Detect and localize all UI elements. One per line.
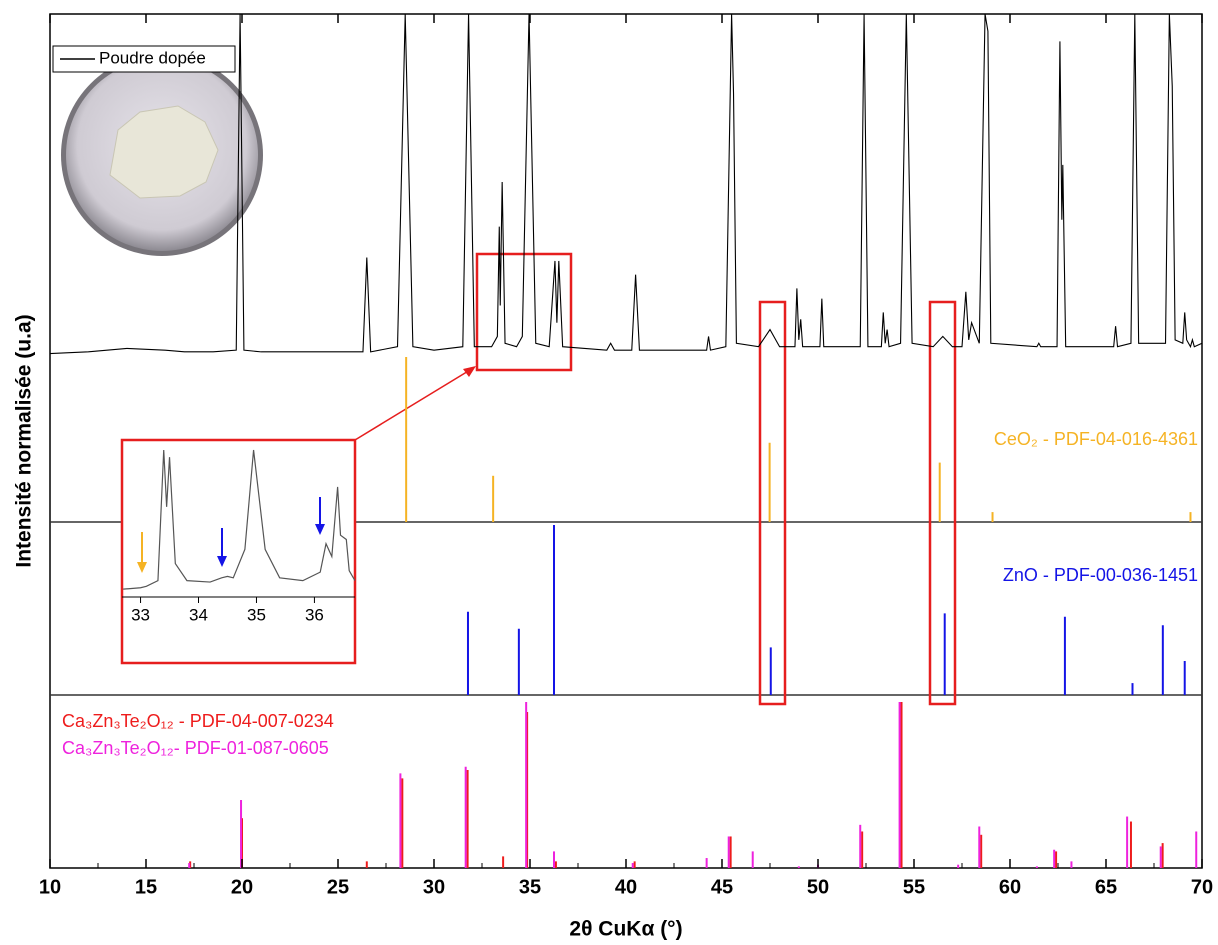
marker-arrowhead bbox=[315, 524, 325, 535]
x-tick-label: 20 bbox=[231, 876, 253, 898]
highlight-box bbox=[928, 300, 957, 706]
y-axis-label: Intensité normalisée (u.a) bbox=[13, 314, 36, 567]
inset-frame bbox=[120, 438, 357, 665]
photo bbox=[61, 54, 263, 256]
marker-arrowhead bbox=[137, 562, 147, 573]
x-tick-label: 40 bbox=[615, 876, 637, 898]
inset-plot bbox=[123, 449, 355, 590]
arrows bbox=[137, 497, 325, 573]
plot-area bbox=[50, 14, 1202, 868]
x-tick-label: 30 bbox=[423, 876, 445, 898]
x-tick-label: 70 bbox=[1191, 876, 1213, 898]
inset-x-tick-label: 34 bbox=[189, 605, 208, 624]
x-tick-label: 35 bbox=[519, 876, 541, 898]
x-tick-label: 15 bbox=[135, 876, 157, 898]
pattern-line bbox=[50, 14, 1202, 355]
powder bbox=[109, 105, 219, 199]
series-label: CeO₂ - PDF-04-016-4361 bbox=[994, 429, 1198, 449]
x-tick-label: 25 bbox=[327, 876, 349, 898]
x-tick-label: 50 bbox=[807, 876, 829, 898]
x-tick-label: 65 bbox=[1095, 876, 1117, 898]
inset-x-tick-label: 33 bbox=[131, 605, 150, 624]
zoom-arrowhead bbox=[463, 366, 476, 377]
x-tick-label: 55 bbox=[903, 876, 925, 898]
x-tick-label: 60 bbox=[999, 876, 1021, 898]
legend-label: Poudre dopée bbox=[99, 48, 206, 67]
inset-x-tick-label: 35 bbox=[247, 605, 266, 624]
x-axis-label: 2θ CuKα (°) bbox=[569, 918, 682, 941]
x-tick-label: 45 bbox=[711, 876, 733, 898]
series-label: ZnO - PDF-00-036-1451 bbox=[1003, 565, 1198, 585]
inset-line bbox=[123, 449, 355, 590]
series-label: Ca₃Zn₃Te₂O₁₂ - PDF-04-007-0234 bbox=[62, 711, 334, 731]
series-label: Ca₃Zn₃Te₂O₁₂- PDF-01-087-0605 bbox=[62, 738, 329, 758]
highlight-box bbox=[758, 300, 787, 706]
inset-x-tick-label: 36 bbox=[305, 605, 324, 624]
x-tick-label: 10 bbox=[39, 876, 61, 898]
zoom-arrow bbox=[354, 369, 471, 441]
marker-arrowhead bbox=[217, 556, 227, 567]
